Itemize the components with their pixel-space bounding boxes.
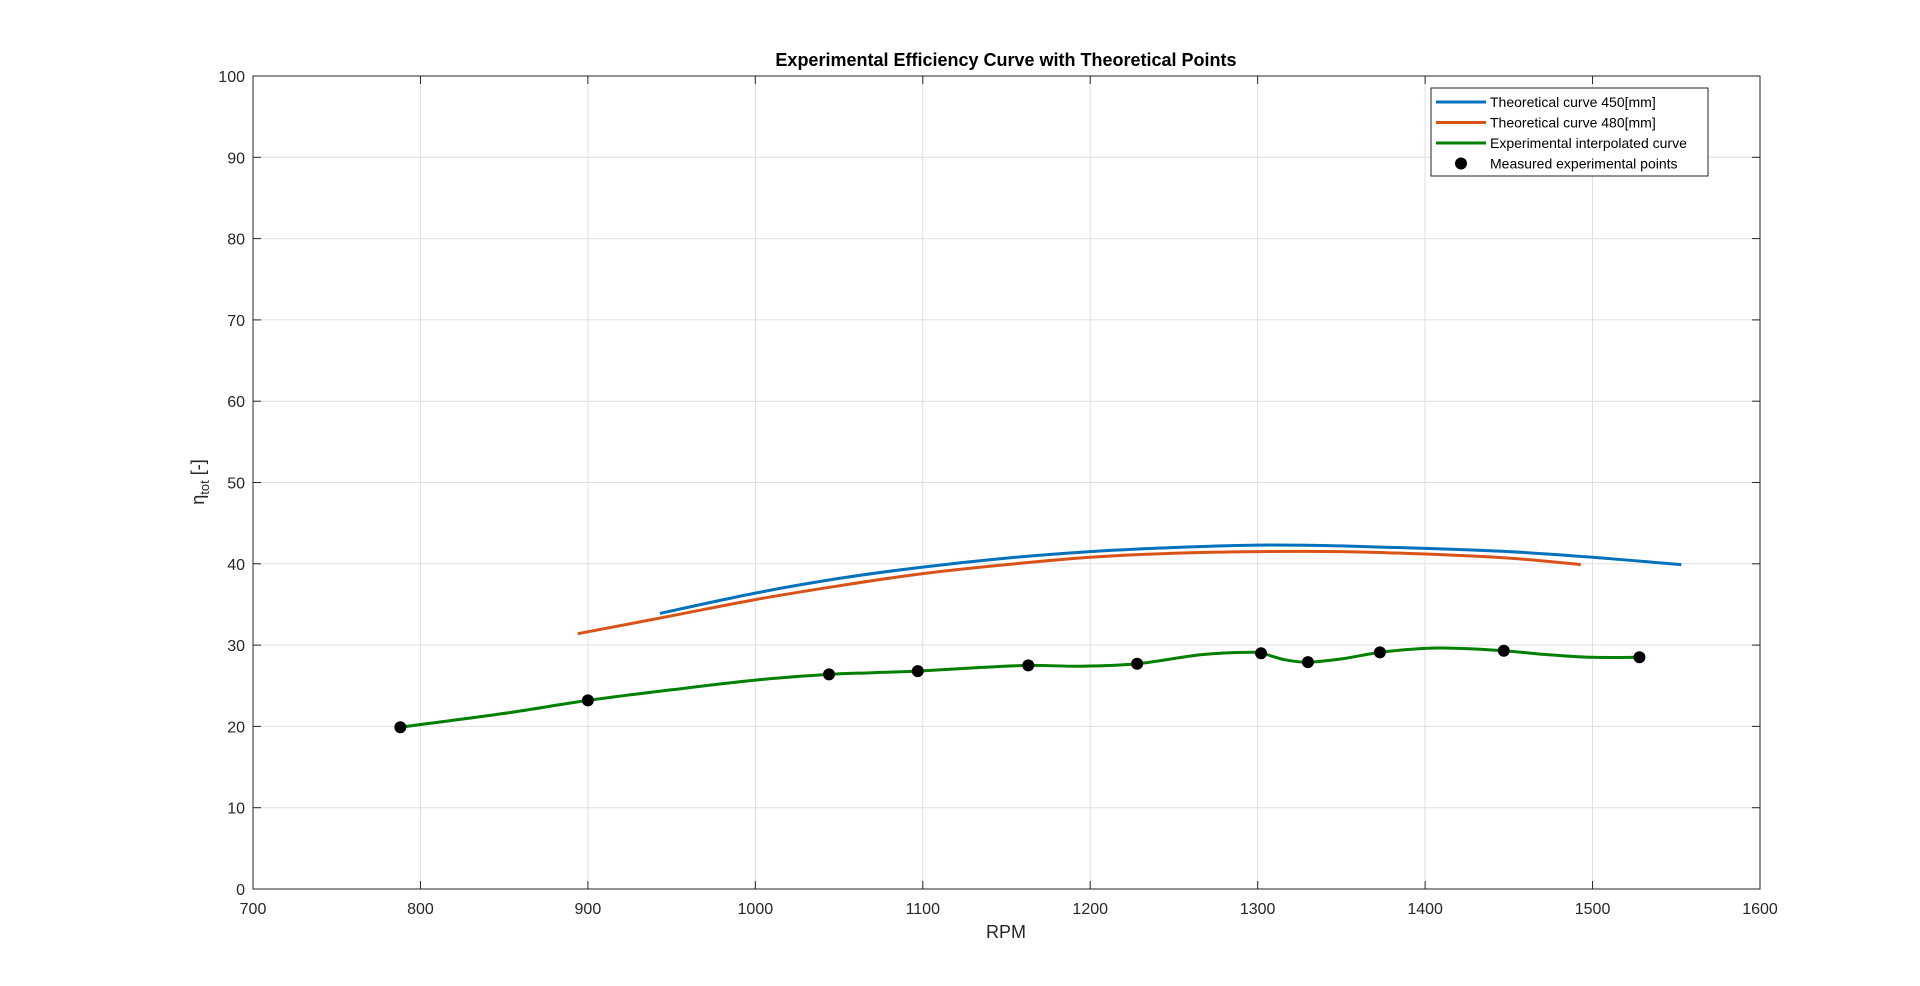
measured-point <box>1633 651 1646 664</box>
measured-point <box>581 694 594 707</box>
y-tick-label: 0 <box>236 882 245 899</box>
x-tick-label: 1300 <box>1240 901 1276 918</box>
measured-point <box>1497 644 1510 657</box>
y-tick-label: 90 <box>227 150 245 167</box>
legend-marker-swatch <box>1455 157 1467 170</box>
legend-entry-label: Experimental interpolated curve <box>1490 135 1687 151</box>
x-tick-label: 900 <box>575 901 602 918</box>
experimental-interpolated-curve <box>400 646 1640 729</box>
x-tick-label: 1600 <box>1742 901 1778 918</box>
y-tick-label: 20 <box>227 719 245 736</box>
measured-points <box>394 644 1646 734</box>
y-axis-label-group: ηtot [-] <box>188 459 212 504</box>
measured-point <box>1373 646 1386 659</box>
legend-entry-label: Measured experimental points <box>1490 156 1678 172</box>
x-tick-label: 1000 <box>738 901 774 918</box>
y-axis-label-suffix: [-] <box>188 459 208 480</box>
y-tick-labels: 0 10 20 30 40 50 60 70 80 90 100 <box>218 69 245 899</box>
x-tick-label: 1100 <box>906 901 941 918</box>
legend-entry-label: Theoretical curve 480[mm] <box>1490 115 1656 131</box>
measured-point <box>1255 647 1268 660</box>
y-axis-label-main: η <box>188 495 208 505</box>
theoretical-480-curve <box>577 549 1581 636</box>
y-tick-label: 60 <box>227 394 245 411</box>
x-tick-label: 700 <box>240 901 267 918</box>
y-tick-label: 70 <box>227 313 245 330</box>
measured-point <box>1131 657 1144 670</box>
measured-point <box>394 721 407 734</box>
legend-items: Theoretical curve 450[mm] Theoretical cur… <box>1436 94 1687 172</box>
x-axis-label: RPM <box>986 922 1026 942</box>
y-tick-label: 50 <box>227 476 245 493</box>
x-tick-labels: 700 800 900 1000 1100 1200 1300 1400 1500 1600 <box>240 901 1778 918</box>
y-tick-label: 40 <box>227 557 245 574</box>
measured-point <box>823 668 836 681</box>
y-tick-label: 30 <box>227 638 245 655</box>
y-tick-label: 80 <box>227 232 245 249</box>
axis-ticks <box>252 75 1761 890</box>
x-tick-label: 1500 <box>1575 901 1611 918</box>
series-lines <box>400 543 1682 729</box>
y-axis-label-sub: tot <box>197 480 212 495</box>
x-tick-label: 800 <box>407 901 434 918</box>
x-tick-label: 1400 <box>1407 901 1443 918</box>
y-tick-label: 10 <box>227 801 245 818</box>
chart-title: Experimental Efficiency Curve with Theor… <box>775 50 1236 70</box>
y-tick-label: 100 <box>218 69 245 86</box>
measured-point <box>1301 656 1314 669</box>
y-axis-label: ηtot [-] <box>188 459 212 504</box>
theoretical-450-curve <box>659 543 1682 615</box>
legend: Theoretical curve 450[mm] Theoretical cur… <box>1430 87 1709 177</box>
measured-point <box>1022 659 1035 672</box>
x-tick-label: 1200 <box>1072 901 1108 918</box>
legend-entry-label: Theoretical curve 450[mm] <box>1490 94 1656 110</box>
measured-point <box>911 665 924 678</box>
